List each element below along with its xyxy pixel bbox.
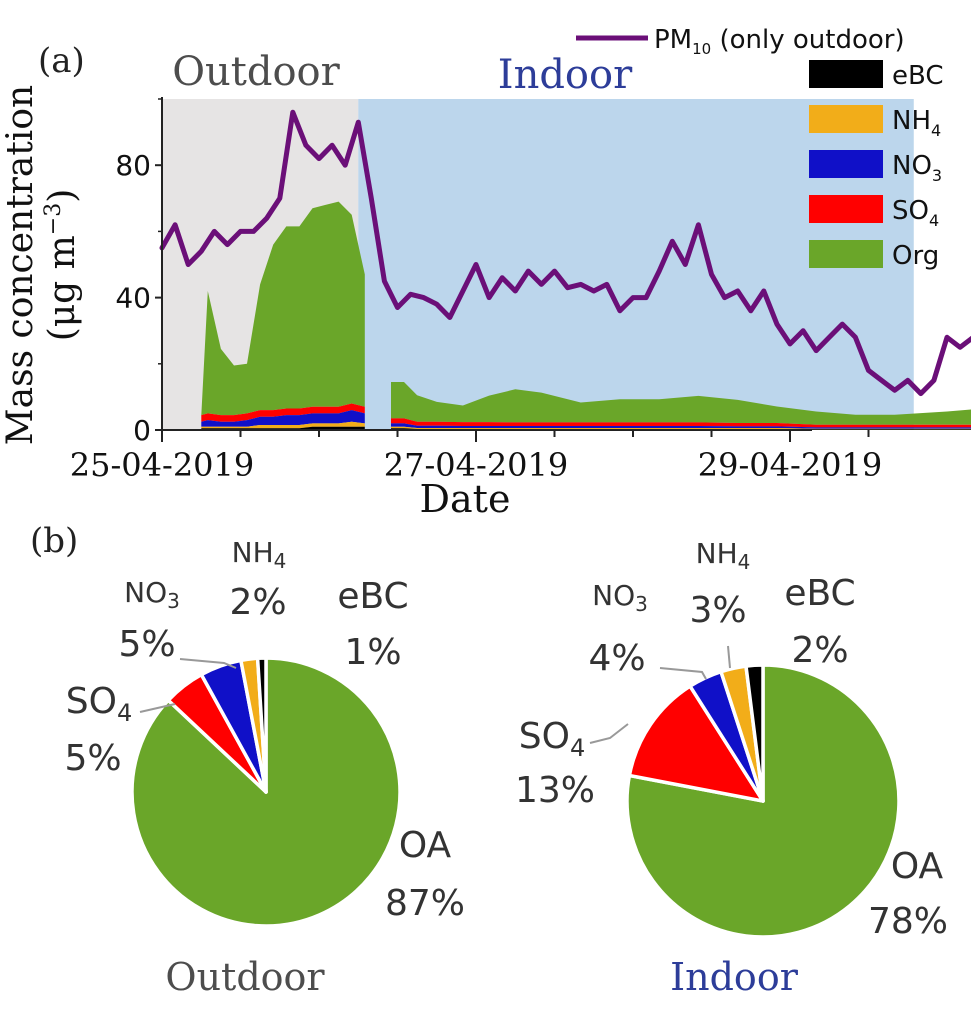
panel-b-label: (b)	[30, 521, 78, 561]
outdoor-pie-title: Outdoor	[165, 955, 325, 999]
indoor-nh4-sub: 4	[738, 550, 751, 574]
indoor-no3-main: NO	[592, 579, 635, 612]
indoor-nh4-name: NH4	[696, 537, 751, 574]
indoor-oa-pct: 78%	[868, 901, 948, 942]
y-tick-label-80: 80	[115, 149, 151, 182]
y-axis-label-superscript: −3	[41, 203, 66, 235]
legend-swatch-ebc	[809, 60, 883, 88]
legend-label-sub: 4	[929, 211, 939, 230]
legend-swatch-no3	[809, 150, 883, 178]
area-so4-segment-0	[201, 403, 365, 422]
outdoor-ebc-pct: 1%	[344, 632, 401, 673]
y-axis-ticks: 0 40 80	[115, 98, 162, 447]
outdoor-no3-name: NO3	[124, 576, 180, 613]
outdoor-oa-pct: 87%	[385, 883, 465, 924]
pie-outdoor	[130, 656, 402, 928]
x-tick-label-0: 25-04-2019	[70, 446, 255, 484]
legend-label-main: NH	[892, 106, 931, 136]
pm10-series-line	[159, 109, 971, 397]
x-tick-label-2: 29-04-2019	[698, 446, 883, 484]
area-so4-segment-1	[391, 418, 971, 428]
y-axis-label-line2: (μg m−3)	[41, 189, 83, 342]
area-no3-segment-1	[391, 423, 971, 429]
indoor-region-label: Indoor	[498, 52, 633, 98]
legend-label-org: Org	[892, 241, 939, 271]
outdoor-nh4-sub: 4	[274, 549, 287, 573]
area-org-segment-1	[391, 382, 971, 425]
area-nh4-segment-1	[391, 426, 971, 430]
legend-label-ebc: eBC	[892, 61, 944, 91]
pie-indoor	[625, 663, 901, 939]
pie-slice-ebc	[255, 656, 268, 794]
pm10-legend-main: PM	[654, 25, 692, 55]
y-axis-label: Mass concentration (μg m−3)	[0, 85, 83, 445]
indoor-no3-leader	[659, 667, 707, 680]
outdoor-nh4-pct: 2%	[229, 582, 286, 623]
y-axis-label-line1: Mass concentration	[0, 85, 41, 445]
legend-label-nh4: NH4	[892, 106, 941, 140]
indoor-no3-name: NO3	[592, 579, 648, 616]
y-tick-label-40: 40	[115, 282, 151, 315]
indoor-nh4-leader	[727, 645, 731, 669]
legend-label-sub: 4	[931, 121, 941, 140]
panel-b: (b) NO3 5% NH4 2% eBC 1% SO4 5% OA 87% O…	[30, 521, 948, 999]
legend-label-main: Org	[892, 241, 939, 271]
legend-label-main: eBC	[892, 61, 944, 91]
indoor-so4-main: SO	[519, 716, 570, 757]
x-tick-label-1: 27-04-2019	[384, 446, 569, 484]
pm10-legend-rest: (only outdoor)	[711, 25, 904, 55]
legend-label-main: NO	[892, 151, 932, 181]
legend-label-so4: SO4	[892, 196, 939, 230]
indoor-so4-name: SO4	[519, 716, 585, 762]
pie-slice-ebc	[744, 663, 765, 803]
outdoor-oa-name: OA	[399, 825, 452, 866]
outdoor-so4-pct: 5%	[64, 738, 121, 779]
x-axis-label: Date	[420, 477, 511, 521]
indoor-no3-pct: 4%	[588, 638, 645, 679]
legend-swatch-so4	[809, 195, 883, 223]
legend-swatch-nh4	[809, 105, 883, 133]
outdoor-no3-main: NO	[124, 576, 167, 609]
outdoor-so4-leader	[139, 703, 176, 713]
indoor-pie-title: Indoor	[670, 955, 799, 999]
legend-label-main: SO	[892, 196, 929, 226]
indoor-no3-sub: 3	[635, 592, 648, 616]
indoor-so4-pct: 13%	[515, 770, 595, 811]
outdoor-no3-pct: 5%	[118, 624, 175, 665]
indoor-oa-name: OA	[891, 846, 944, 887]
outdoor-ebc-name: eBC	[337, 576, 408, 617]
y-tick-label-0: 0	[133, 414, 151, 447]
legend-swatch-org	[809, 240, 883, 268]
outdoor-nh4-main: NH	[232, 536, 274, 569]
pie-slice-so4	[627, 684, 765, 803]
outdoor-region-label: Outdoor	[172, 49, 340, 95]
outdoor-so4-main: SO	[66, 681, 117, 722]
outdoor-no3-leader	[179, 658, 237, 669]
pm10-legend: PM10 (only outdoor)	[576, 25, 905, 58]
area-org-segment-0	[201, 201, 365, 416]
area-no3-segment-0	[201, 410, 365, 427]
x-axis-ticks: 25-04-2019 27-04-2019 29-04-2019	[70, 430, 883, 484]
panel-a: (a) Outdoor Indoor 0 40 80 25-04-2019 27-04…	[0, 25, 971, 521]
y-axis-label-unit: (μg m	[42, 235, 83, 341]
indoor-so4-sub: 4	[570, 734, 585, 762]
pm10-legend-subscript: 10	[692, 40, 711, 58]
indoor-nh4-main: NH	[696, 537, 738, 570]
outdoor-so4-sub: 4	[117, 699, 132, 727]
legend-label-sub: 3	[932, 166, 942, 185]
indoor-nh4-pct: 3%	[689, 590, 746, 631]
indoor-ebc-name: eBC	[784, 573, 855, 614]
y-axis-label-close: )	[42, 189, 83, 203]
outdoor-nh4-name: NH4	[232, 536, 287, 573]
outdoor-no3-sub: 3	[167, 589, 180, 613]
indoor-ebc-pct: 2%	[791, 630, 848, 671]
outdoor-so4-name: SO4	[66, 681, 132, 727]
area-nh4-segment-0	[201, 421, 365, 429]
pm10-legend-text: PM10 (only outdoor)	[654, 25, 905, 58]
legend-label-no3: NO3	[892, 151, 942, 185]
indoor-so4-leader	[589, 723, 629, 744]
panel-a-label: (a)	[38, 41, 85, 81]
